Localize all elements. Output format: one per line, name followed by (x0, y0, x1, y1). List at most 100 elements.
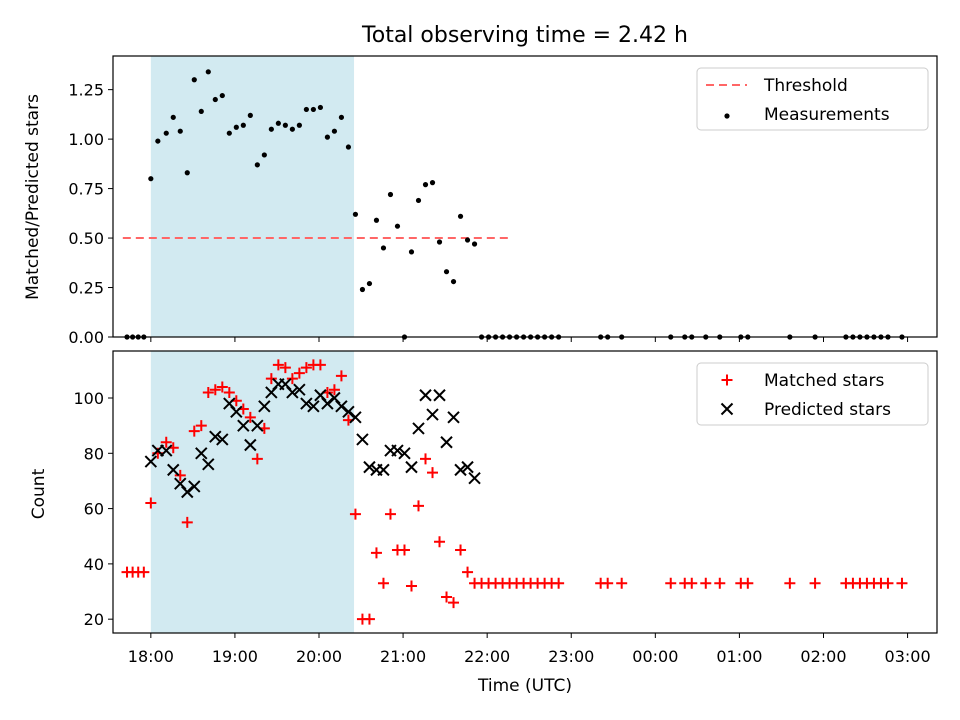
measurement-point (212, 96, 218, 103)
predicted-star-point (300, 397, 313, 410)
matched-star-point (553, 577, 565, 589)
matched-star-point (742, 577, 754, 589)
predicted-star-point (412, 422, 425, 435)
measurement-point (464, 237, 471, 243)
predicted-star-point (342, 405, 355, 419)
predicted-star-point (335, 400, 348, 413)
matched-star-point (462, 566, 474, 578)
measurement-point (366, 280, 373, 287)
top-panel: 0.00 0.25 0.50 0.75 1.00 1.25 Threshold Measure… (68, 55, 938, 347)
measurement-point (254, 162, 260, 168)
x-tick-label: 19:00 (212, 647, 258, 666)
predicted-star-point (377, 463, 390, 477)
measurement-point (268, 126, 274, 132)
predicted-star-point (286, 386, 299, 399)
measurement-point (198, 108, 204, 115)
measurement-point (184, 170, 190, 176)
measurement-point (373, 217, 380, 223)
predicted-star-point (454, 463, 467, 477)
measurement-point (177, 128, 183, 134)
predicted-star-point (321, 397, 334, 410)
predicted-star-point (181, 485, 194, 499)
predicted-star-point (209, 430, 222, 443)
predicted-star-point (363, 460, 376, 474)
measurement-point (261, 152, 267, 158)
matched-star-point (686, 577, 698, 589)
matched-star-point (700, 577, 712, 589)
measurement-point (282, 122, 288, 128)
matched-star-point (279, 362, 291, 374)
measurement-point (429, 180, 436, 186)
predicted-star-point (144, 455, 158, 468)
matched-star-point (181, 516, 193, 528)
predicted-star-point (188, 480, 201, 493)
measurement-point (155, 138, 161, 144)
legend-matched-symbol (721, 374, 733, 386)
matched-star-point (174, 469, 186, 481)
predicted-star-point (167, 463, 180, 477)
matched-star-point (602, 577, 614, 589)
measurement-point (345, 144, 352, 150)
predicted-star-point (258, 400, 271, 413)
measurement-point (436, 239, 443, 245)
matched-star-point (160, 436, 172, 448)
matched-star-point (244, 411, 256, 423)
matched-star-point (349, 508, 361, 520)
top-axes-frame (112, 55, 938, 338)
matched-star-point (384, 508, 396, 520)
measurement-point (359, 286, 366, 293)
predicted-star-point (216, 433, 229, 446)
measurement-point (338, 114, 345, 120)
predicted-star-point (356, 433, 369, 446)
measurement-point (457, 213, 464, 219)
matched-star-point (328, 384, 340, 396)
legend-label: Measurements (764, 105, 890, 125)
predicted-star-point (433, 389, 446, 402)
measurement-point (387, 191, 394, 198)
y-tick-label: 40 (84, 555, 104, 574)
measurement-point (352, 211, 359, 217)
matched-star-point (293, 367, 305, 379)
predicted-star-point (398, 447, 411, 460)
matched-star-point (455, 544, 467, 556)
predicted-star-point (419, 389, 432, 402)
predicted-star-point (237, 419, 250, 432)
observing-window-shade (150, 56, 355, 337)
legend-predicted-symbol (720, 402, 734, 416)
measurement-point (275, 120, 281, 126)
measurement-point (324, 134, 331, 140)
predicted-star-point (405, 460, 418, 474)
measurement-point (219, 92, 225, 99)
predicted-star-point (440, 436, 453, 449)
bottom-axes-frame (112, 350, 938, 634)
measurement-point (205, 69, 211, 75)
measurement-point (240, 122, 246, 128)
predicted-star-point (426, 408, 439, 421)
matched-star-point (420, 453, 432, 465)
predicted-star-point (391, 444, 404, 457)
measurement-point (317, 104, 324, 111)
measurement-point (303, 106, 309, 113)
y-tick-label: 0.50 (68, 229, 104, 248)
measurement-point (443, 269, 450, 275)
predicted-star-point (160, 444, 173, 457)
measurement-point (394, 223, 401, 229)
predicted-star-point (447, 411, 460, 424)
predicted-star-point (461, 460, 474, 474)
predicted-star-point (307, 400, 320, 413)
predicted-star-point (251, 419, 264, 432)
legend-label: Predicted stars (764, 400, 891, 420)
matched-star-point (363, 613, 375, 625)
matched-star-point (145, 497, 157, 509)
x-tick-label: 23:00 (548, 647, 594, 666)
matched-star-point (188, 425, 200, 437)
matched-star-point (335, 370, 347, 382)
matched-star-point (195, 420, 207, 432)
y-tick-label: 80 (84, 444, 104, 463)
y-tick-label: 0.00 (68, 328, 104, 347)
measurement-point (380, 245, 387, 251)
y-tick-label: 20 (84, 610, 104, 629)
matched-star-point (265, 373, 277, 385)
measurement-point (450, 278, 457, 285)
measurement-point (191, 77, 197, 83)
